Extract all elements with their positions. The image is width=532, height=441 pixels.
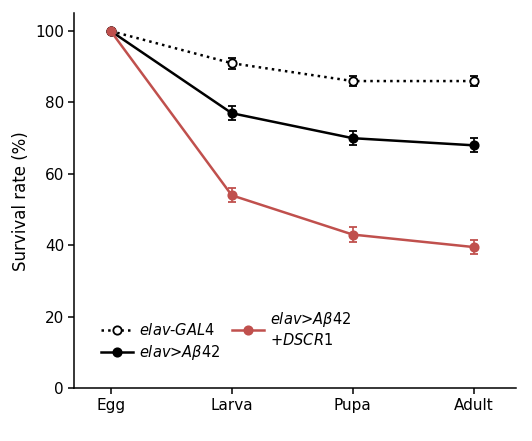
- Y-axis label: Survival rate (%): Survival rate (%): [12, 131, 30, 270]
- Legend: $\it{elav}$-$\it{GAL4}$, $\it{elav}$>$\it{A}$$\it{\beta}$$\it{42}$, $\it{elav}$>: $\it{elav}$-$\it{GAL4}$, $\it{elav}$>$\i…: [95, 305, 357, 373]
